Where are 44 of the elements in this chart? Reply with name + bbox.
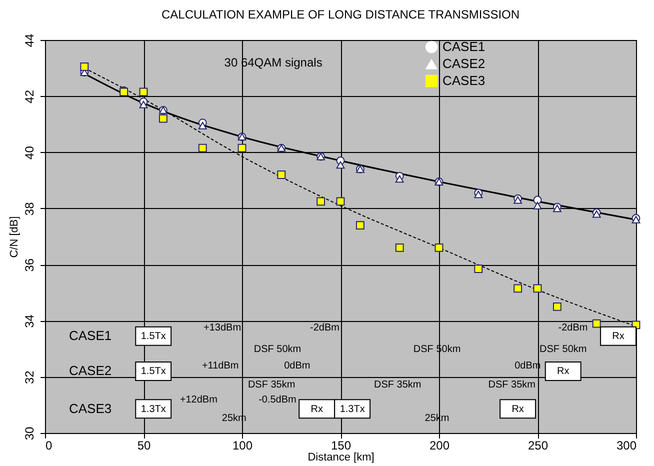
legend-label: CASE1 <box>442 39 486 54</box>
annotation: CASE3 <box>68 400 112 416</box>
annotation: -0.5dBm <box>258 394 296 406</box>
y-tick-label: 36 <box>22 258 36 272</box>
annotation: Rx <box>556 366 570 378</box>
y-tick-label: 32 <box>22 370 36 384</box>
annotation: 1.5Tx <box>140 366 166 378</box>
annotation: -2dBm <box>558 322 588 334</box>
y-tick-label: 34 <box>22 314 36 328</box>
y-tick-label: 38 <box>22 202 36 216</box>
annotation: DSF 35km <box>374 380 422 391</box>
x-tick-label: 250 <box>528 438 548 452</box>
x-tick-label: 200 <box>429 438 450 452</box>
x-tick-label: 150 <box>330 438 352 452</box>
annotation: 1.5Tx <box>140 331 166 342</box>
y-tick-label: 44 <box>22 34 36 48</box>
x-tick-label: 300 <box>616 438 637 452</box>
annotation: +11dBm <box>202 360 239 372</box>
legend-label: CASE3 <box>442 73 486 88</box>
legend-label: CASE2 <box>442 56 486 71</box>
chart-title: CALCULATION EXAMPLE OF LONG DISTANCE TRANSMISSION <box>161 7 520 22</box>
y-tick-label: 42 <box>22 90 36 104</box>
annotation: DSF 35km <box>248 380 296 391</box>
annotation: Rx <box>310 404 323 415</box>
annotation: +13dBm <box>204 322 242 334</box>
annotation: CASE2 <box>68 363 112 378</box>
annotation: DSF 50km <box>539 344 587 355</box>
annotation: 0dBm <box>284 360 310 372</box>
annotation: DSF 35km <box>488 380 536 391</box>
x-tick-label: 50 <box>137 438 151 452</box>
y-tick-label: 30 <box>22 426 36 440</box>
annotation: Rx <box>612 331 624 342</box>
annotation: DSF 50km <box>254 344 302 355</box>
x-axis-title: Distance [km] <box>308 452 374 464</box>
annotation: +12dBm <box>180 394 218 406</box>
annotation: Rx <box>512 404 524 415</box>
x-tick-label: 100 <box>232 438 253 452</box>
annotation: 1.3Tx <box>340 404 365 415</box>
y-tick-label: 40 <box>22 146 36 160</box>
annotation: -2dBm <box>310 322 340 334</box>
y-axis-title: C/N [dB] <box>8 216 20 258</box>
annotation: CASE1 <box>68 328 112 344</box>
x-tick-label: 0 <box>46 438 52 452</box>
annotation: 1.3Tx <box>140 404 166 415</box>
